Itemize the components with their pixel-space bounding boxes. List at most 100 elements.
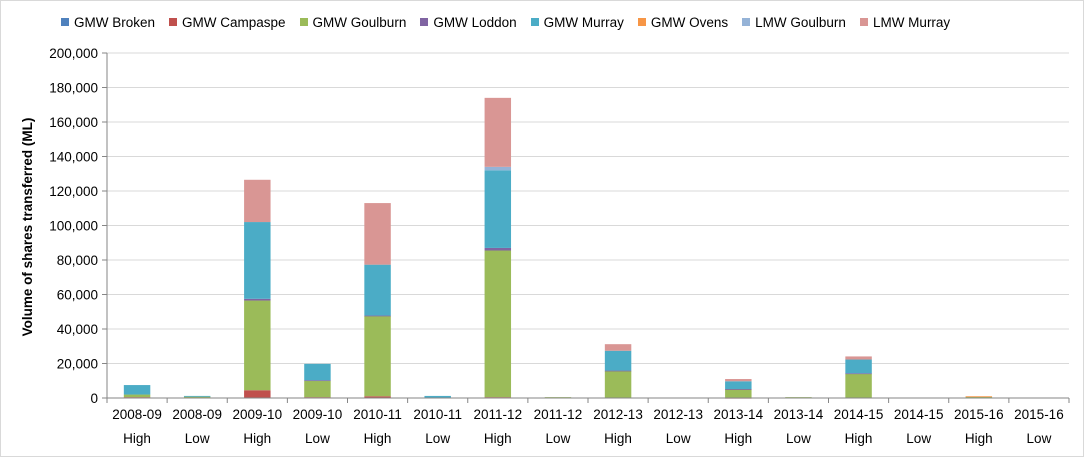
legend-item: GMW Goulburn	[299, 11, 407, 33]
bar-segment	[965, 396, 993, 398]
y-tick-labels: 0 20,000 40,000 60,000 80,000 100,000 120,000 1…	[49, 46, 98, 406]
x-tick-label-year: 2013-14	[714, 407, 764, 422]
x-tick-label-year: 2009-10	[293, 407, 343, 422]
bar-segment	[424, 395, 451, 398]
y-tick-label: 0	[90, 391, 98, 406]
y-tick-label: 120,000	[49, 184, 98, 199]
bar-segment	[845, 373, 872, 375]
bar-segment	[364, 203, 391, 265]
bar-segment	[965, 396, 993, 398]
x-tick-label-class: High	[965, 431, 993, 446]
bar-segment	[845, 359, 872, 374]
bar-segment	[244, 222, 271, 299]
y-tick-label: 40,000	[57, 322, 98, 337]
x-tick-label-class: High	[243, 431, 271, 446]
legend-swatch	[61, 18, 69, 26]
y-tick-label: 160,000	[49, 115, 98, 130]
x-tick-label-year: 2013-14	[774, 407, 824, 422]
x-tick-label-year: 2008-09	[112, 407, 162, 422]
x-tick-label-class: High	[364, 431, 392, 446]
legend-label: LMW Goulburn	[755, 14, 846, 30]
bar-segment	[244, 179, 271, 223]
bar-segment	[304, 380, 331, 398]
x-tick-labels: 2008-09 High 2008-09 Low 2009-10 High 2009-10 L…	[112, 407, 1063, 446]
x-tick-label-class: Low	[666, 431, 691, 446]
legend-item: GMW Loddon	[420, 11, 517, 33]
x-tick-label-class: Low	[185, 431, 210, 446]
legend-swatch	[299, 18, 308, 26]
legend-label: GMW Murray	[543, 14, 624, 30]
x-tick-label-year: 2012-13	[593, 407, 643, 422]
x-tick-label-class: Low	[906, 431, 931, 446]
x-tick-label-class: High	[604, 431, 632, 446]
chart-legend: GMW Broken GMW Campaspe GMW Goulburn GMW Lo…	[61, 11, 964, 33]
legend-label: LMW Murray	[872, 14, 951, 30]
x-tick-label-class: High	[484, 431, 512, 446]
bar-segment	[244, 300, 271, 391]
x-tick-label-year: 2010-11	[413, 407, 462, 422]
x-tick-label-year: 2009-10	[233, 407, 283, 422]
x-tick-label-year: 2011-12	[534, 407, 583, 422]
bar-segment	[604, 344, 632, 351]
bar-segment	[123, 394, 151, 398]
legend-item: LMW Goulburn	[742, 11, 846, 33]
legend-item: GMW Murray	[530, 11, 624, 33]
x-tick-label-class: Low	[1027, 431, 1052, 446]
x-tick-label-year: 2010-11	[353, 407, 402, 422]
legend-swatch	[530, 18, 539, 26]
bar-segment	[725, 379, 752, 382]
x-tick-label-class: Low	[786, 431, 811, 446]
bar-segment	[845, 373, 872, 398]
bar-segment	[604, 350, 632, 371]
bar-segment	[484, 97, 512, 167]
legend-label: GMW Ovens	[650, 14, 729, 30]
y-tick-label: 100,000	[49, 219, 98, 234]
y-tick-label: 140,000	[49, 150, 98, 165]
bar-segment	[484, 166, 512, 171]
y-tick-label: 200,000	[49, 46, 98, 61]
bar-segment	[364, 264, 391, 316]
legend-swatch	[742, 18, 751, 26]
bar-segment	[364, 316, 391, 397]
bar-segment	[183, 395, 211, 397]
bar-segment	[604, 370, 632, 398]
x-tick-label-class: High	[123, 431, 151, 446]
legend-item: GMW Broken	[61, 11, 155, 33]
y-axis-label: Volume of shares transferred (ML)	[20, 118, 35, 337]
legend-swatch	[169, 18, 178, 26]
x-tick-label-class: Low	[305, 431, 330, 446]
legend-item: GMW Campaspe	[169, 11, 286, 33]
x-tick-label-year: 2008-09	[172, 407, 222, 422]
bar-segment	[484, 247, 512, 251]
x-tick-label-year: 2012-13	[653, 407, 703, 422]
bar-segment	[364, 396, 391, 398]
y-tick-label: 80,000	[57, 253, 98, 268]
bar-segment	[183, 396, 211, 398]
axes	[106, 53, 1070, 403]
x-tick-label-year: 2015-16	[1014, 407, 1064, 422]
legend-label: GMW Goulburn	[312, 14, 407, 30]
bar-segment	[725, 389, 752, 398]
bar-segment	[244, 390, 271, 398]
bar-segment	[484, 250, 512, 398]
legend-item: LMW Murray	[859, 11, 951, 33]
y-tick-label: 180,000	[49, 81, 98, 96]
x-tick-label-year: 2011-12	[474, 407, 523, 422]
legend-label: GMW Loddon	[433, 14, 517, 30]
y-tick-label: 60,000	[57, 288, 98, 303]
bars	[123, 97, 993, 399]
bar-segment	[123, 385, 151, 395]
legend-swatch	[859, 18, 868, 26]
bar-segment	[484, 170, 512, 248]
bar-segment	[304, 380, 331, 382]
bar-segment	[725, 389, 752, 390]
x-tick-label-year: 2014-15	[894, 407, 944, 422]
legend-label: GMW Campaspe	[182, 14, 286, 30]
x-tick-label-year: 2015-16	[954, 407, 1004, 422]
bar-segment	[364, 315, 391, 317]
bar-segment	[845, 356, 872, 360]
y-tick-label: 20,000	[57, 357, 98, 372]
x-tick-label-class: Low	[425, 431, 450, 446]
